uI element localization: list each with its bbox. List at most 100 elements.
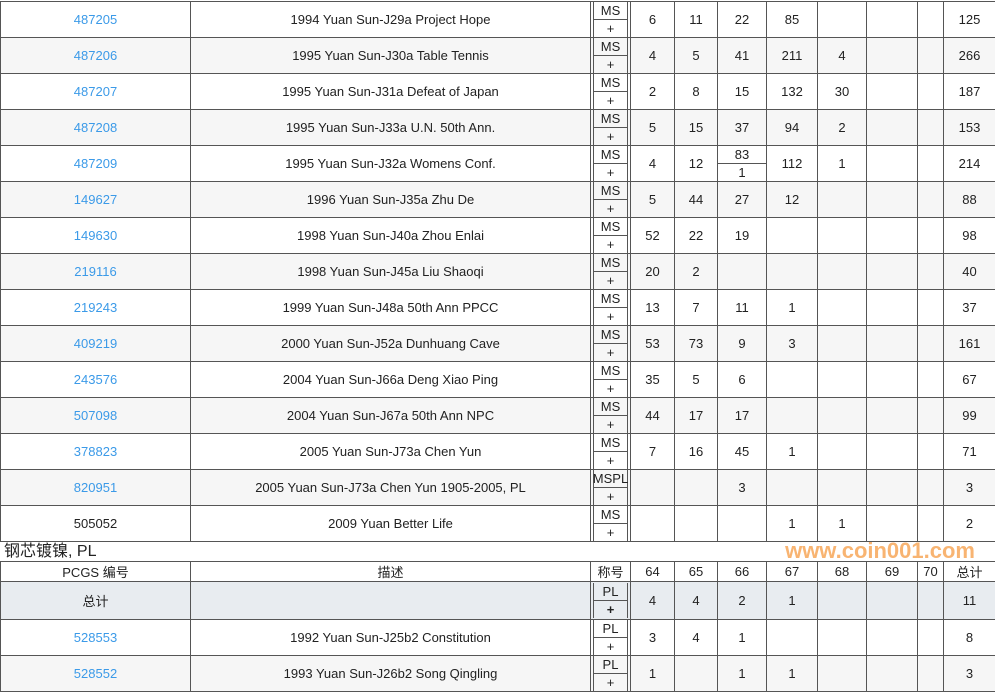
grade-count-66: 9	[718, 326, 767, 362]
grade-split: MS+	[593, 110, 628, 145]
description: 1992 Yuan Sun-J25b2 Constitution	[191, 620, 591, 656]
column-header: 称号	[591, 562, 631, 582]
pcgs-number-link[interactable]: 243576	[1, 362, 191, 398]
grade-count-64: 2	[631, 74, 675, 110]
grade-count-68	[818, 656, 867, 692]
pcgs-number-link[interactable]: 219243	[1, 290, 191, 326]
grade-count-66: 19	[718, 218, 767, 254]
row-total: 187	[944, 74, 995, 110]
grade-split: MS+	[593, 506, 628, 541]
pcgs-number-link[interactable]: 149627	[1, 182, 191, 218]
row-total: 37	[944, 290, 995, 326]
grade-count-67	[767, 398, 818, 434]
column-header: 69	[867, 562, 918, 582]
grade-count-70	[918, 254, 944, 290]
grade-designation: MS+	[591, 74, 631, 110]
pcgs-number-link[interactable]: 409219	[1, 326, 191, 362]
grade-split: MS+	[593, 74, 628, 109]
grade-count-65: 16	[675, 434, 718, 470]
grade-count-66: 11	[718, 290, 767, 326]
grade-split: MSPL+	[593, 470, 628, 505]
grade-count-67: 132	[767, 74, 818, 110]
row-total: 214	[944, 146, 995, 182]
column-header: 描述	[191, 562, 591, 582]
pcgs-number-link[interactable]: 820951	[1, 470, 191, 506]
bottom-value: +	[594, 452, 627, 469]
column-header: 65	[675, 562, 718, 582]
total-count-69	[867, 582, 918, 620]
bottom-value: +	[594, 164, 627, 181]
grade-count-64: 4	[631, 146, 675, 182]
grade-count-68: 2	[818, 110, 867, 146]
top-value: MS	[594, 74, 627, 92]
grade-count-70	[918, 434, 944, 470]
grade-count-70	[918, 362, 944, 398]
grade-count-64: 5	[631, 182, 675, 218]
total-count-66: 2	[718, 582, 767, 620]
pcgs-number-link[interactable]: 528553	[1, 620, 191, 656]
grade-count-64: 4	[631, 38, 675, 74]
pcgs-number-link[interactable]: 507098	[1, 398, 191, 434]
grade-count-64: 44	[631, 398, 675, 434]
top-value: MS	[594, 398, 627, 416]
row-total: 40	[944, 254, 995, 290]
top-value: 83	[718, 146, 766, 164]
grade-count-69	[867, 656, 918, 692]
grade-count-65	[675, 470, 718, 506]
total-count-70	[918, 582, 944, 620]
row-total: 99	[944, 398, 995, 434]
top-value: MS	[594, 38, 627, 56]
pcgs-number-link[interactable]: 528552	[1, 656, 191, 692]
grade-count-69	[867, 434, 918, 470]
grade-count-69	[867, 2, 918, 38]
grade-count-69	[867, 506, 918, 542]
description: 1999 Yuan Sun-J48a 50th Ann PPCC	[191, 290, 591, 326]
grade-count-65: 15	[675, 110, 718, 146]
grade-count-65: 4	[675, 620, 718, 656]
grade-count-69	[867, 290, 918, 326]
grade-split: MS+	[593, 362, 628, 397]
description: 1998 Yuan Sun-J40a Zhou Enlai	[191, 218, 591, 254]
row-total: 153	[944, 110, 995, 146]
grade-count-64: 35	[631, 362, 675, 398]
grade-count-67: 1	[767, 434, 818, 470]
pcgs-number: 505052	[1, 506, 191, 542]
grade-count-65	[675, 506, 718, 542]
grade-designation: MS+	[591, 506, 631, 542]
grade-count-70	[918, 38, 944, 74]
pcgs-number-link[interactable]: 487209	[1, 146, 191, 182]
bottom-value: +	[594, 674, 627, 691]
description: 2005 Yuan Sun-J73a Chen Yun	[191, 434, 591, 470]
pcgs-number-link[interactable]: 487208	[1, 110, 191, 146]
pcgs-number-link[interactable]: 487206	[1, 38, 191, 74]
description: 2009 Yuan Better Life	[191, 506, 591, 542]
grade-count-70	[918, 182, 944, 218]
bottom-value: +	[594, 272, 627, 289]
pcgs-number-link[interactable]: 149630	[1, 218, 191, 254]
grade-split: MS+	[593, 218, 628, 253]
grade-count-66	[718, 254, 767, 290]
total-count-64: 4	[631, 582, 675, 620]
pcgs-number-link[interactable]: 219116	[1, 254, 191, 290]
grade-designation: MS+	[591, 2, 631, 38]
grade-split: MS+	[593, 254, 628, 289]
grade-split: MS+	[593, 326, 628, 361]
grade-count-69	[867, 74, 918, 110]
grade-count-68	[818, 326, 867, 362]
pcgs-number-link[interactable]: 487205	[1, 2, 191, 38]
grade-count-67: 94	[767, 110, 818, 146]
pcgs-number-link[interactable]: 378823	[1, 434, 191, 470]
pcgs-number-link[interactable]: 487207	[1, 74, 191, 110]
description: 1995 Yuan Sun-J30a Table Tennis	[191, 38, 591, 74]
grade-designation: MS+	[591, 182, 631, 218]
bottom-value: +	[594, 308, 627, 325]
